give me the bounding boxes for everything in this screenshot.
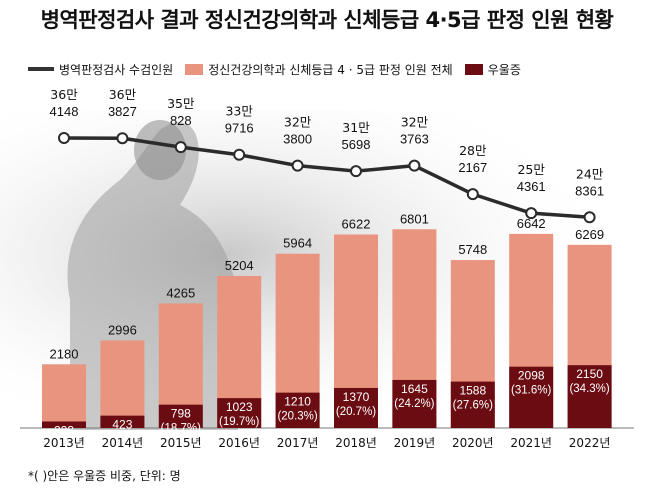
line-label-bottom: 4361 [517,179,546,194]
label-depression: 1588 [459,384,486,398]
line-label-bottom: 3763 [400,132,429,147]
line-label-top: 33만 [225,104,253,119]
line-label-top: 36만 [50,87,78,102]
bar-depression [450,381,495,428]
line-point [58,132,70,145]
label-depression-pct: (27.6%) [453,400,493,412]
x-tick-label: 2021년 [510,436,552,450]
legend-label-line: 병역판정검사 수검인원 [59,62,174,77]
line-label-bottom: 2167 [458,160,487,175]
bar-depression [392,379,437,428]
x-tick-label: 2019년 [394,436,436,450]
bar-depression [509,366,554,428]
x-tick-label: 2017년 [277,436,319,450]
bar-total [100,340,145,428]
line-label-bottom: 828 [170,113,192,128]
label-total: 6269 [575,227,604,242]
x-tick-label: 2018년 [335,436,377,450]
legend-label-total: 정신건강의학과 신체등급 4 · 5급 판정 인원 전체 [208,62,453,77]
label-depression-pct: (14.1%) [102,434,142,446]
line-label-bottom: 8361 [575,183,604,198]
bar-depression [275,392,320,428]
legend-item-line: 병역판정검사 수검인원 [28,61,173,78]
line-label-bottom: 3827 [108,104,137,119]
label-total: 2996 [108,322,137,337]
label-depression: 1023 [226,400,253,414]
label-depression-pct: (18.7%) [161,423,201,435]
line-point [291,159,304,172]
label-depression: 223 [54,423,74,437]
label-total: 6622 [342,217,371,232]
bar-depression [42,421,86,428]
line-point [408,159,421,172]
line-point [350,165,362,178]
label-depression-pct: (34.3%) [569,383,609,395]
bar-depression [334,387,378,428]
line-label-top: 25만 [517,162,545,177]
line-label-top: 36만 [109,87,137,102]
label-depression-pct: (10.2%) [44,439,84,451]
label-depression: 1370 [343,390,370,404]
line-point [116,132,129,145]
footnote: *( )안은 우울증 비중, 단위: 명 [28,469,181,483]
series-line [63,136,590,220]
label-depression-pct: (31.6%) [511,385,551,397]
label-depression: 2098 [518,369,545,383]
label-total: 5204 [225,258,254,273]
x-tick-label: 2016년 [218,436,260,450]
x-tick-label: 2015년 [160,436,202,450]
line-label-top: 24만 [576,166,604,181]
label-total: 6801 [400,211,429,226]
line-label-bottom: 4148 [50,104,79,119]
line-label-top: 32만 [401,115,429,130]
legend-item-total: 정신건강의학과 신체등급 4 · 5급 판정 인원 전체 [185,61,453,78]
label-depression-pct: (20.3%) [277,411,317,423]
label-depression: 2150 [576,367,603,381]
line-label-top: 32만 [284,115,312,130]
line-label-bottom: 3800 [283,132,312,147]
label-depression-pct: (19.7%) [219,416,259,428]
line-point [233,148,246,161]
label-depression: 1210 [284,395,311,409]
bar-depression [158,404,203,428]
label-depression: 423 [112,418,132,432]
label-depression-pct: (20.7%) [336,406,376,418]
line-label-top: 35만 [167,96,195,111]
bar-depression [567,365,612,428]
background-figure [0,110,654,430]
x-tick-label: 2014년 [102,436,144,450]
legend-total-swatch [185,63,204,75]
label-depression: 1645 [401,382,428,396]
line-label-top: 28만 [459,143,487,158]
label-total: 2180 [50,346,79,361]
legend-depression-swatch [464,63,483,75]
label-total: 5748 [458,242,487,257]
legend-label-depression: 우울증 [487,62,521,77]
line-point [525,207,538,220]
line-point [466,188,479,201]
bar-depression [217,398,262,428]
x-tick-label: 2020년 [452,436,494,450]
x-tick-label: 2013년 [43,436,85,450]
label-depression: 798 [171,407,191,421]
line-label-bottom: 5698 [342,137,371,152]
x-tick-label: 2022년 [569,436,611,450]
line-label-top: 31만 [342,120,370,135]
label-total: 4265 [166,285,195,300]
label-total: 6642 [517,216,546,231]
legend-line-swatch [28,67,54,71]
bar-depression [100,415,145,428]
legend-item-depression: 우울증 [464,61,521,78]
bar-total [42,364,86,428]
line-point [174,141,187,154]
line-point [583,211,596,224]
label-depression-pct: (24.2%) [394,398,434,410]
legend: 병역판정검사 수검인원 정신건강의학과 신체등급 4 · 5급 판정 인원 전체… [28,58,533,80]
label-total: 5964 [283,236,312,251]
chart-title: 병역판정검사 결과 정신건강의학과 신체등급 4·5급 판정 인원 현황 [40,8,614,32]
line-label-bottom: 9716 [225,121,254,136]
